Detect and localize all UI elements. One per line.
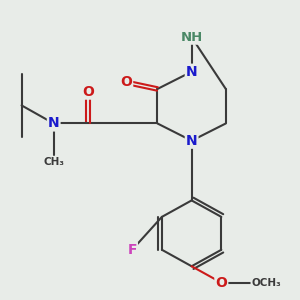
Text: NH: NH xyxy=(181,31,203,44)
Text: CH₃: CH₃ xyxy=(43,157,64,166)
Text: O: O xyxy=(82,85,94,99)
Text: O: O xyxy=(120,75,132,89)
Text: F: F xyxy=(128,243,137,257)
Text: N: N xyxy=(186,134,197,148)
Text: N: N xyxy=(186,65,197,79)
Text: OCH₃: OCH₃ xyxy=(251,278,281,288)
Text: O: O xyxy=(215,276,227,290)
Text: N: N xyxy=(48,116,59,130)
